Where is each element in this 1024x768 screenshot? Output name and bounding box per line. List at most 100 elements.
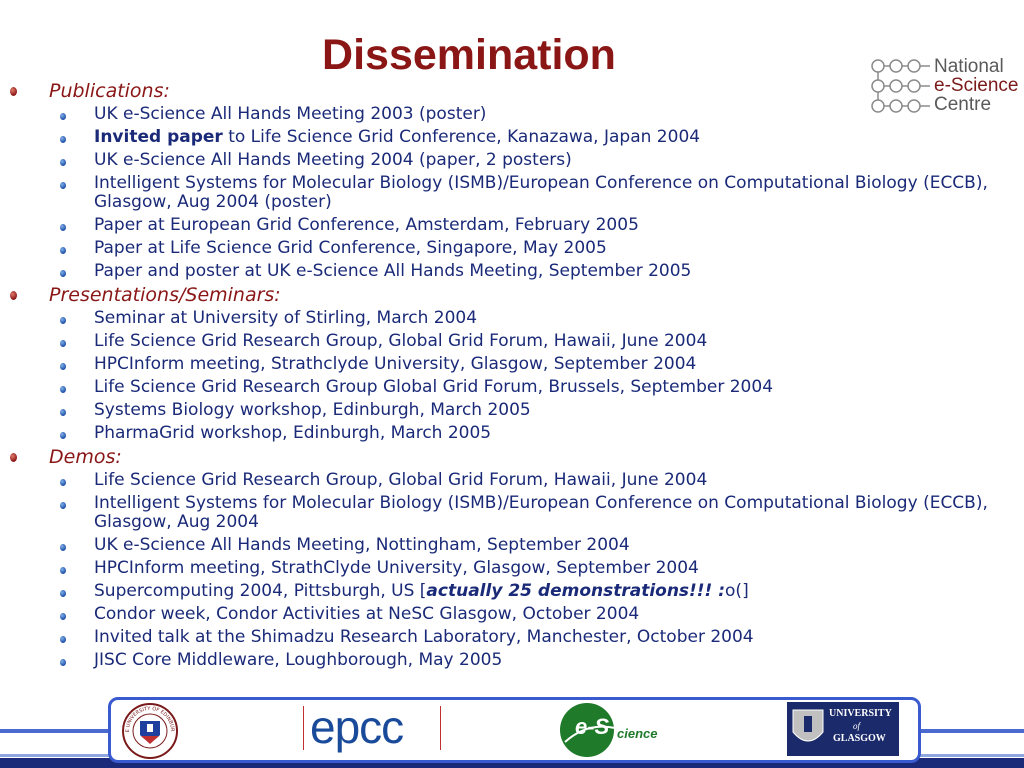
- bullet-icon: [60, 247, 66, 254]
- list-item: Paper at Life Science Grid Conference, S…: [0, 237, 1010, 260]
- bullet-icon: [60, 224, 66, 231]
- list-item: Seminar at University of Stirling, March…: [0, 307, 1010, 330]
- item-text: Seminar at University of Stirling, March…: [94, 308, 478, 328]
- item-text: Intelligent Systems for Molecular Biolog…: [94, 493, 988, 532]
- bullet-icon: [60, 409, 66, 416]
- item-text: Invited talk at the Shimadzu Research La…: [94, 627, 754, 647]
- item-text: Systems Biology workshop, Edinburgh, Mar…: [94, 400, 531, 420]
- list-item: HPCInform meeting, Strathclyde Universit…: [0, 353, 1010, 376]
- section-publications: Publications: UK e-Science All Hands Mee…: [0, 79, 1010, 283]
- escience-rest-text: cience: [617, 726, 658, 741]
- item-text-suffix: o(]: [725, 581, 749, 601]
- item-text: Supercomputing 2004, Pittsburgh, US [: [94, 581, 427, 601]
- section-heading: Presentations/Seminars:: [0, 283, 1010, 307]
- bullet-icon: [60, 386, 66, 393]
- bullet-icon: [60, 502, 66, 509]
- section-bullet-icon: [10, 453, 17, 462]
- section-presentations: Presentations/Seminars: Seminar at Unive…: [0, 283, 1010, 445]
- item-bold-italic-text: actually 25 demonstrations!!! :: [426, 581, 726, 601]
- item-text: to Life Science Grid Conference, Kanazaw…: [222, 127, 701, 147]
- bullet-icon: [60, 270, 66, 277]
- slide-title: Dissemination: [322, 31, 616, 79]
- list-item: Life Science Grid Research Group, Global…: [0, 469, 1010, 492]
- item-text: UK e-Science All Hands Meeting, Nottingh…: [94, 535, 630, 555]
- section-heading-text: Publications:: [49, 80, 170, 102]
- nesc-line-2: e-Science: [934, 75, 1019, 96]
- partner-logos-bar: THE UNIVERSITY OF EDINBURGH epcc e-S cie…: [108, 697, 921, 763]
- nesc-logo-text: National e-Science Centre: [934, 57, 1024, 114]
- bullet-icon: [60, 340, 66, 347]
- epcc-logo-text: epcc: [310, 701, 404, 753]
- list-item: Supercomputing 2004, Pittsburgh, US [act…: [0, 580, 1010, 603]
- bullet-icon: [60, 363, 66, 370]
- item-text: PharmaGrid workshop, Edinburgh, March 20…: [94, 423, 492, 443]
- list-item: HPCInform meeting, StrathClyde Universit…: [0, 557, 1010, 580]
- item-text: Life Science Grid Research Group, Global…: [94, 470, 708, 490]
- list-item: JISC Core Middleware, Loughborough, May …: [0, 649, 1010, 672]
- list-item: Invited paper to Life Science Grid Confe…: [0, 126, 1010, 149]
- section-bullet-icon: [10, 87, 17, 96]
- item-bold-text: Invited paper: [94, 127, 223, 147]
- list-item: Intelligent Systems for Molecular Biolog…: [0, 172, 1010, 214]
- item-list: Seminar at University of Stirling, March…: [0, 307, 1010, 445]
- list-item: PharmaGrid workshop, Edinburgh, March 20…: [0, 422, 1010, 445]
- item-text: Paper and poster at UK e-Science All Han…: [94, 261, 692, 281]
- list-item: UK e-Science All Hands Meeting 2004 (pap…: [0, 149, 1010, 172]
- bullet-icon: [60, 544, 66, 551]
- bullet-icon: [60, 590, 66, 597]
- section-heading-text: Demos:: [49, 446, 122, 468]
- nesc-line-1: National: [934, 56, 1004, 77]
- bullet-icon: [60, 159, 66, 166]
- escience-logo: e-S cience dti: [559, 702, 679, 758]
- glasgow-line-2: of: [853, 721, 861, 731]
- section-heading-text: Presentations/Seminars:: [49, 284, 281, 306]
- bullet-icon: [60, 567, 66, 574]
- bullet-icon: [60, 613, 66, 620]
- list-item: Paper at European Grid Conference, Amste…: [0, 214, 1010, 237]
- epcc-logo: epcc: [303, 701, 441, 753]
- item-text: Condor week, Condor Activities at NeSC G…: [94, 604, 640, 624]
- section-bullet-icon: [10, 291, 17, 300]
- item-text: UK e-Science All Hands Meeting 2004 (pap…: [94, 150, 572, 170]
- item-text: Life Science Grid Research Group, Global…: [94, 331, 708, 351]
- item-text: HPCInform meeting, StrathClyde Universit…: [94, 558, 699, 578]
- list-item: Systems Biology workshop, Edinburgh, Mar…: [0, 399, 1010, 422]
- list-item: Paper and poster at UK e-Science All Han…: [0, 260, 1010, 283]
- bullet-icon: [60, 479, 66, 486]
- bullet-icon: [60, 113, 66, 120]
- glasgow-line-3: GLASGOW: [833, 733, 886, 744]
- item-text: HPCInform meeting, Strathclyde Universit…: [94, 354, 697, 374]
- item-list: Life Science Grid Research Group, Global…: [0, 469, 1010, 672]
- list-item: UK e-Science All Hands Meeting, Nottingh…: [0, 534, 1010, 557]
- nesc-line-3: Centre: [934, 94, 992, 115]
- nesc-logo-icon: [871, 59, 930, 113]
- item-text: Paper at Life Science Grid Conference, S…: [94, 238, 607, 258]
- bullet-icon: [60, 182, 66, 189]
- list-item: Life Science Grid Research Group Global …: [0, 376, 1010, 399]
- escience-e-text: e-S: [575, 714, 610, 739]
- glasgow-line-1: UNIVERSITY: [829, 708, 892, 719]
- bullet-icon: [60, 432, 66, 439]
- bullet-icon: [60, 636, 66, 643]
- item-text: JISC Core Middleware, Loughborough, May …: [94, 650, 503, 670]
- item-text: Intelligent Systems for Molecular Biolog…: [94, 173, 988, 212]
- glasgow-crest-icon: [792, 709, 824, 742]
- item-text: Life Science Grid Research Group Global …: [94, 377, 774, 397]
- edinburgh-seal-icon: THE UNIVERSITY OF EDINBURGH: [121, 702, 178, 759]
- list-item: Invited talk at the Shimadzu Research La…: [0, 626, 1010, 649]
- bullet-icon: [60, 136, 66, 143]
- bullet-icon: [60, 317, 66, 324]
- escience-dti-text: dti: [589, 740, 602, 754]
- item-text: UK e-Science All Hands Meeting 2003 (pos…: [94, 104, 487, 124]
- bullet-icon: [60, 659, 66, 666]
- list-item: UK e-Science All Hands Meeting 2003 (pos…: [0, 103, 1010, 126]
- list-item: Intelligent Systems for Molecular Biolog…: [0, 492, 1010, 534]
- slide-content: Publications: UK e-Science All Hands Mee…: [0, 79, 1010, 672]
- list-item: Condor week, Condor Activities at NeSC G…: [0, 603, 1010, 626]
- item-list: UK e-Science All Hands Meeting 2003 (pos…: [0, 103, 1010, 283]
- glasgow-logo: UNIVERSITY of GLASGOW: [787, 702, 899, 756]
- footer-stripe-dark: [0, 758, 1024, 768]
- item-text: Paper at European Grid Conference, Amste…: [94, 215, 639, 235]
- list-item: Life Science Grid Research Group, Global…: [0, 330, 1010, 353]
- section-heading: Demos:: [0, 445, 1010, 469]
